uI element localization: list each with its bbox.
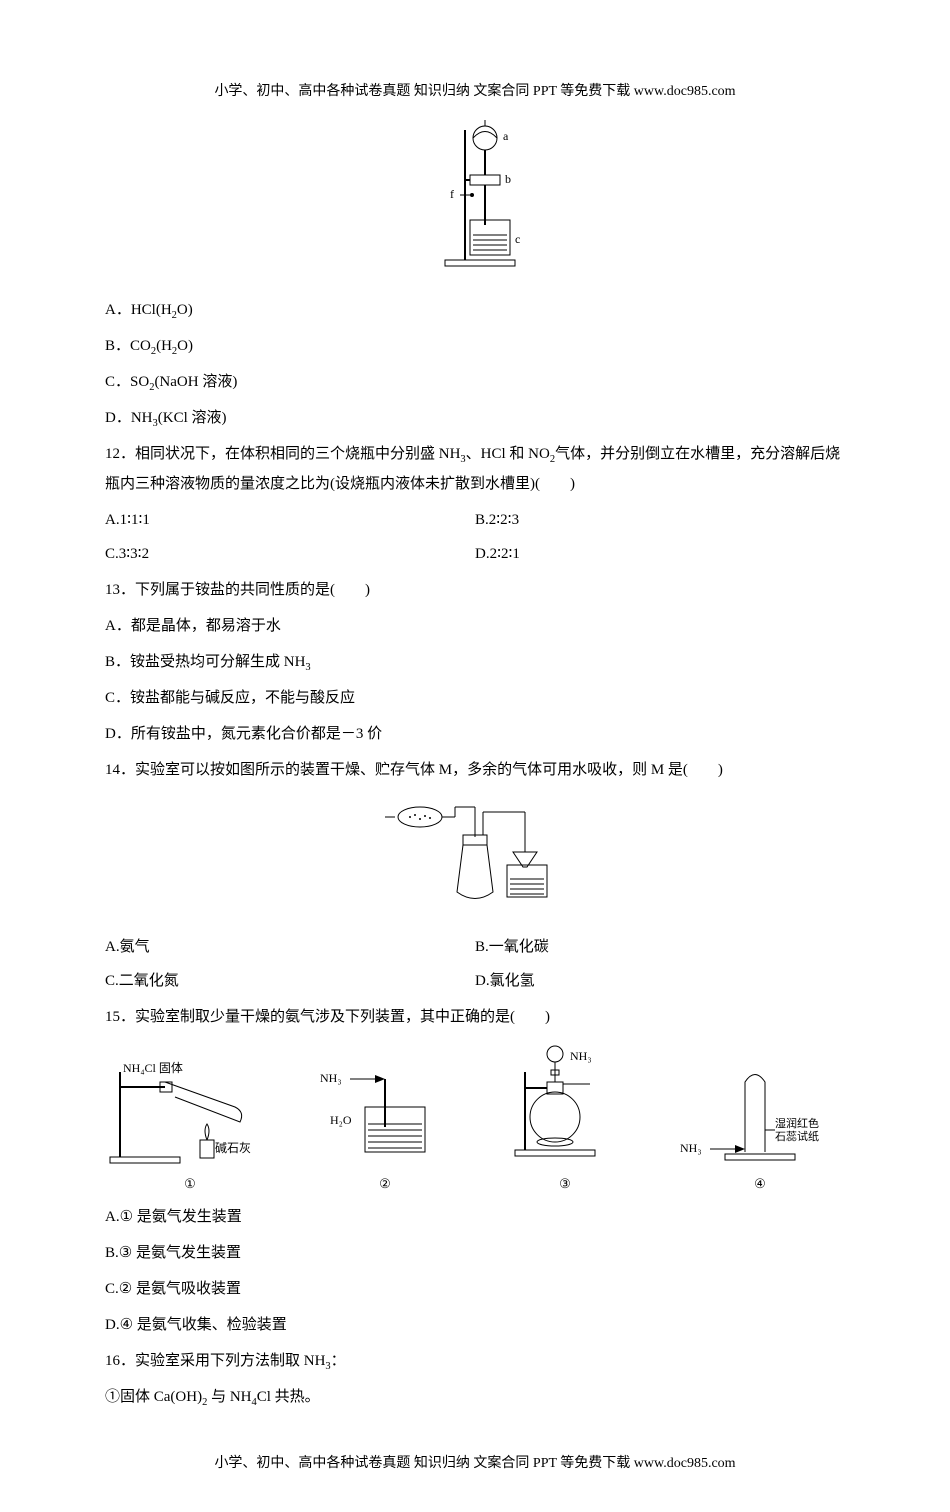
q15-fig-1: NH₄Cl 固体 碱石灰 ① <box>105 1052 275 1192</box>
q14-option-b: B.一氧化碳 <box>475 932 845 962</box>
q14-apparatus-svg <box>385 797 565 907</box>
label-a: a <box>503 129 509 143</box>
q12-option-d: D.2∶2∶1 <box>475 539 845 569</box>
q12-stem: 12．相同状况下，在体积相同的三个烧瓶中分别盛 NH3、HCl 和 NO2气体，… <box>105 439 845 499</box>
q14-option-a: A.氨气 <box>105 932 475 962</box>
page-header: 小学、初中、高中各种试卷真题 知识归纳 文案合同 PPT 等免费下载 www.d… <box>105 80 845 100</box>
q13-stem: 13．下列属于铵盐的共同性质的是( ) <box>105 575 845 605</box>
q11-option-b: B．CO2(H2O) <box>105 331 845 361</box>
q11-option-c: C．SO2(NaOH 溶液) <box>105 367 845 397</box>
q15-option-d: D.④ 是氨气收集、检验装置 <box>105 1310 845 1340</box>
q15-fig-3: NH₃ ③ <box>495 1042 635 1192</box>
q14-option-c: C.二氧化氮 <box>105 966 475 996</box>
q15-figures: NH₄Cl 固体 碱石灰 ① NH₃ H₂O <box>105 1042 845 1192</box>
svg-text:NH₃: NH₃ <box>320 1071 342 1085</box>
q15-option-a: A.① 是氨气发生装置 <box>105 1202 845 1232</box>
q12-option-b: B.2∶2∶3 <box>475 505 845 535</box>
q12-option-a: A.1∶1∶1 <box>105 505 475 535</box>
q15-fig-2: NH₃ H₂O ② <box>315 1052 455 1192</box>
q16-stem: 16．实验室采用下列方法制取 NH3： <box>105 1346 845 1376</box>
svg-text:湿润红色: 湿润红色 <box>775 1116 819 1130</box>
q11-option-a: A．HCl(H2O) <box>105 295 845 325</box>
q13-option-c: C．铵盐都能与碱反应，不能与酸反应 <box>105 683 845 713</box>
svg-text:NH₄Cl 固体: NH₄Cl 固体 <box>123 1061 183 1075</box>
q15-stem: 15．实验室制取少量干燥的氨气涉及下列装置，其中正确的是( ) <box>105 1002 845 1032</box>
q16-sub1: ①固体 Ca(OH)2 与 NH4Cl 共热。 <box>105 1382 845 1412</box>
svg-text:碱石灰: 碱石灰 <box>215 1141 251 1155</box>
svg-text:H₂O: H₂O <box>330 1113 352 1127</box>
label-b: b <box>505 172 511 186</box>
q14-figure <box>105 797 845 912</box>
apparatus-svg: a b f c <box>415 120 535 270</box>
label-f: f <box>450 187 454 201</box>
svg-text:NH₃: NH₃ <box>570 1049 592 1063</box>
label-c: c <box>515 232 520 246</box>
q13-option-b: B．铵盐受热均可分解生成 NH3 <box>105 647 845 677</box>
q14-option-d: D.氯化氢 <box>475 966 845 996</box>
q14-stem: 14．实验室可以按如图所示的装置干燥、贮存气体 M，多余的气体可用水吸收，则 M… <box>105 755 845 785</box>
page-footer: 小学、初中、高中各种试卷真题 知识归纳 文案合同 PPT 等免费下载 www.d… <box>105 1452 845 1472</box>
q15-option-c: C.② 是氨气吸收装置 <box>105 1274 845 1304</box>
q11-option-d: D．NH3(KCl 溶液) <box>105 403 845 433</box>
svg-text:NH₃: NH₃ <box>680 1141 702 1155</box>
q13-option-a: A．都是晶体，都易溶于水 <box>105 611 845 641</box>
svg-text:石蕊试纸: 石蕊试纸 <box>775 1130 819 1143</box>
q11-figure: a b f c <box>105 120 845 275</box>
q15-option-b: B.③ 是氨气发生装置 <box>105 1238 845 1268</box>
q15-fig-4: NH₃ 湿润红色 石蕊试纸 ④ <box>675 1052 845 1192</box>
q13-option-d: D．所有铵盐中，氮元素化合价都是－3 价 <box>105 719 845 749</box>
q12-option-c: C.3∶3∶2 <box>105 539 475 569</box>
